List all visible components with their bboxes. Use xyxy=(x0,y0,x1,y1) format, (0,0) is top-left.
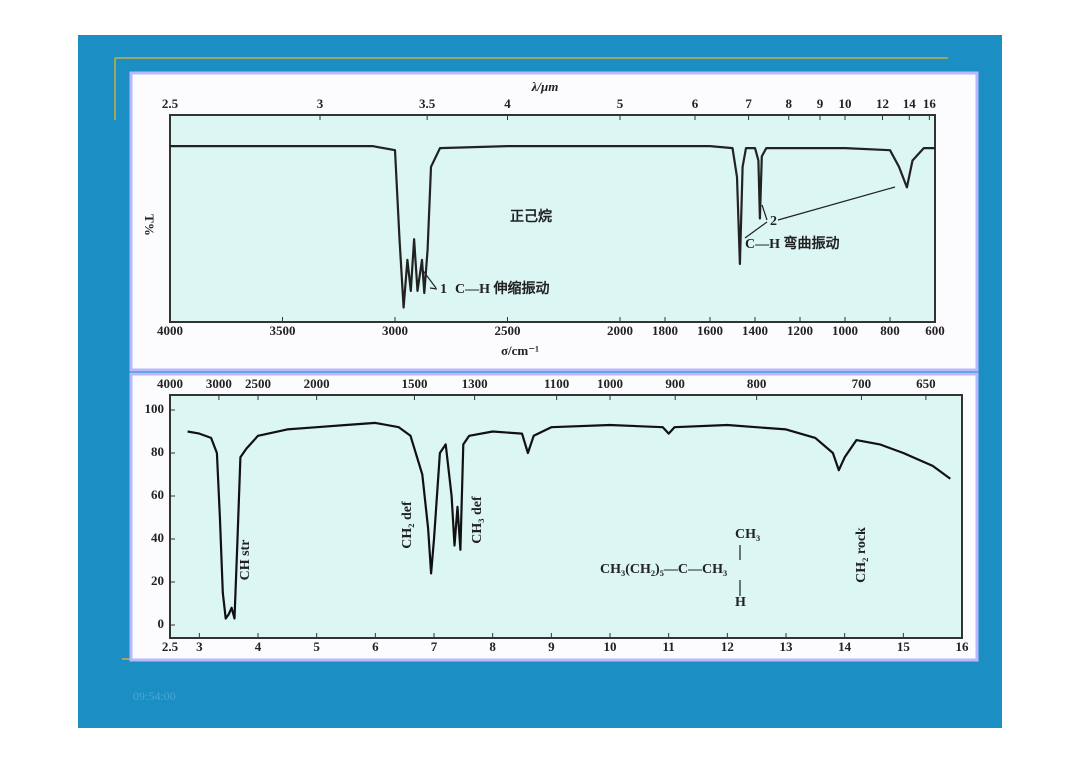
annotation: CH₃ def xyxy=(470,496,485,544)
x2-tick-label: 1000 xyxy=(597,376,623,391)
x2-tick-label: 16 xyxy=(923,96,937,111)
leader-line xyxy=(744,221,768,239)
x-axis-label: σ/cm⁻¹ xyxy=(501,343,539,358)
x-tick-label: 9 xyxy=(548,639,555,654)
x2-tick-label: 1500 xyxy=(401,376,427,391)
x-tick-label: 8 xyxy=(489,639,496,654)
x-tick-label: 1400 xyxy=(742,323,768,338)
x-tick-label: 1000 xyxy=(832,323,858,338)
y-tick-label: 80 xyxy=(151,444,164,459)
annotation: 1 xyxy=(440,282,447,297)
x-tick-label: 15 xyxy=(897,639,911,654)
x-tick-label: 7 xyxy=(431,639,438,654)
x-tick-label: 1800 xyxy=(652,323,678,338)
x2-tick-label: 7 xyxy=(745,96,752,111)
x-tick-label: 5 xyxy=(313,639,320,654)
x2-tick-label: 3000 xyxy=(206,376,232,391)
x-tick-label: 1200 xyxy=(787,323,813,338)
annotation: CH₃ xyxy=(735,527,760,542)
x2-axis-label: λ/μm xyxy=(531,79,559,94)
x2-tick-label: 3 xyxy=(317,96,324,111)
x-tick-label: 13 xyxy=(780,639,794,654)
y-tick-label: 20 xyxy=(151,573,164,588)
y-tick-label: 0 xyxy=(158,616,165,631)
y-axis-label: T% xyxy=(142,214,157,236)
x2-tick-label: 4000 xyxy=(157,376,183,391)
x-tick-label: 14 xyxy=(838,639,852,654)
x-tick-label: 4000 xyxy=(157,323,183,338)
x2-tick-label: 650 xyxy=(916,376,936,391)
x2-tick-label: 12 xyxy=(876,96,889,111)
annotation: CH₂ rock xyxy=(854,527,869,583)
x2-tick-label: 9 xyxy=(817,96,824,111)
timestamp: 09:54:00 xyxy=(133,689,176,703)
x2-tick-label: 3.5 xyxy=(419,96,436,111)
leader-line xyxy=(429,287,438,290)
x2-tick-label: 1300 xyxy=(462,376,488,391)
y-tick-label: 100 xyxy=(145,401,165,416)
x2-tick-label: 4 xyxy=(504,96,511,111)
x2-tick-label: 2500 xyxy=(245,376,271,391)
annotation: C—H 伸缩振动 xyxy=(455,280,550,297)
leader-line xyxy=(761,204,768,221)
x2-tick-label: 2.5 xyxy=(162,96,179,111)
annotation: C—H 弯曲振动 xyxy=(745,235,840,252)
leader-line xyxy=(420,267,437,289)
y-tick-label: 40 xyxy=(151,530,164,545)
x-tick-label: 3 xyxy=(196,639,203,654)
leader-line xyxy=(777,186,896,221)
plot-area xyxy=(169,114,936,323)
x-tick-label: 16 xyxy=(956,639,970,654)
x2-tick-label: 2000 xyxy=(304,376,330,391)
x2-tick-label: 5 xyxy=(617,96,624,111)
x2-tick-label: 1100 xyxy=(544,376,569,391)
annotation: H xyxy=(735,595,746,610)
x-tick-label: 4 xyxy=(255,639,262,654)
spectrum-line xyxy=(187,421,951,620)
x2-tick-label: 700 xyxy=(852,376,872,391)
x2-tick-label: 8 xyxy=(786,96,793,111)
x-tick-label: 2500 xyxy=(495,323,521,338)
x2-tick-label: 14 xyxy=(903,96,917,111)
x-tick-label: 3000 xyxy=(382,323,408,338)
annotation: 正己烷 xyxy=(510,208,552,225)
x2-tick-label: 900 xyxy=(665,376,685,391)
x-tick-label: 1600 xyxy=(697,323,723,338)
annotation: CH str xyxy=(238,540,253,581)
x-tick-label: 6 xyxy=(372,639,379,654)
x-tick-label: 3500 xyxy=(270,323,296,338)
x-tick-label: 2000 xyxy=(607,323,633,338)
annotation: CH₂ def xyxy=(400,501,415,549)
x-tick-label: 2.5 xyxy=(162,639,179,654)
x-tick-label: 12 xyxy=(721,639,734,654)
x-tick-label: 800 xyxy=(880,323,900,338)
plot-area xyxy=(169,394,963,639)
annotation: CH₃(CH₂)₅—C—CH₃ xyxy=(600,562,727,577)
x-tick-label: 600 xyxy=(925,323,945,338)
annotation: 2 xyxy=(770,214,777,229)
x2-tick-label: 800 xyxy=(747,376,767,391)
y-tick-label: 60 xyxy=(151,487,164,502)
x-tick-label: 11 xyxy=(663,639,675,654)
x2-tick-label: 6 xyxy=(692,96,699,111)
x-tick-label: 10 xyxy=(604,639,617,654)
x2-tick-label: 10 xyxy=(839,96,852,111)
spectrum-line xyxy=(170,145,935,309)
